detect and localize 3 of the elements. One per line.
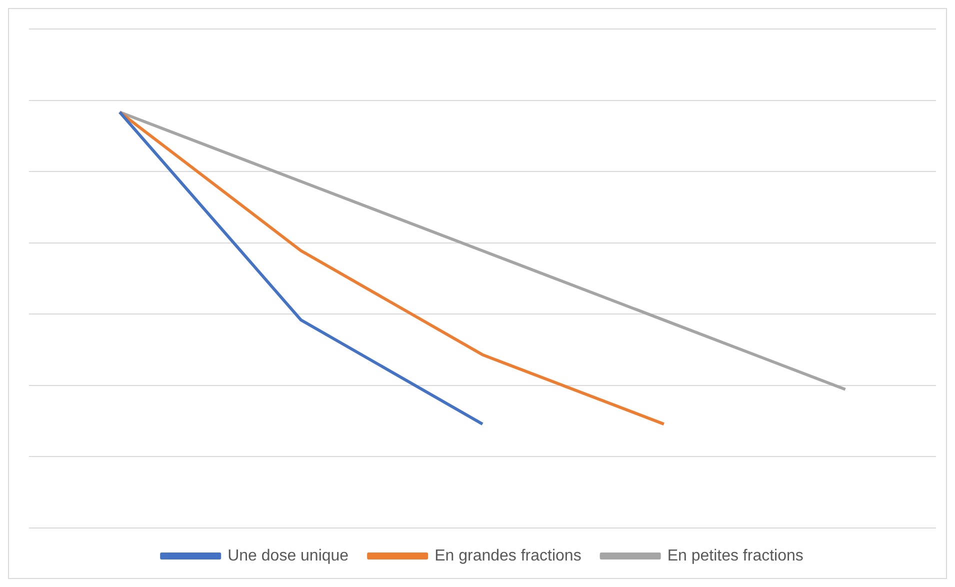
- legend-label: En petites fractions: [667, 547, 804, 564]
- legend-label: En grandes fractions: [434, 547, 582, 564]
- legend-label: Une dose unique: [228, 547, 349, 564]
